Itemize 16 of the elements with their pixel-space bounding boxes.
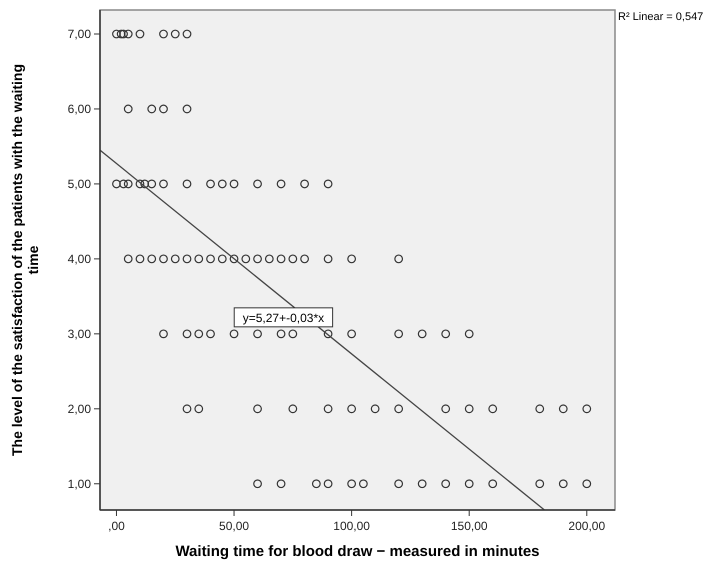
x-tick-label: 150,00 xyxy=(450,519,488,533)
y-tick-label: 2,00 xyxy=(68,402,92,416)
text: R² Linear = 0,547 xyxy=(618,11,704,23)
y-tick-label: 4,00 xyxy=(68,252,92,266)
x-tick-label: 100,00 xyxy=(333,519,370,533)
x-axis-title: Waiting time for blood draw − measured in minutes xyxy=(175,543,540,560)
x-tick-label: 200,00 xyxy=(568,519,606,533)
y-tick-label: 5,00 xyxy=(68,176,92,191)
y-tick-label: 6,00 xyxy=(68,102,92,116)
annotation: y=5,27+-0,03*x xyxy=(242,310,324,325)
y-tick-label: 1,00 xyxy=(68,476,92,491)
y-tick-label: 7,00 xyxy=(68,26,92,41)
y-tick-label: 3,00 xyxy=(68,326,92,341)
x-tick-label: 50,00 xyxy=(219,519,250,533)
y-axis-title: The level of the satisfaction of the patients with the waiting time xyxy=(9,64,41,456)
x-tick-label: ,00 xyxy=(108,519,126,533)
